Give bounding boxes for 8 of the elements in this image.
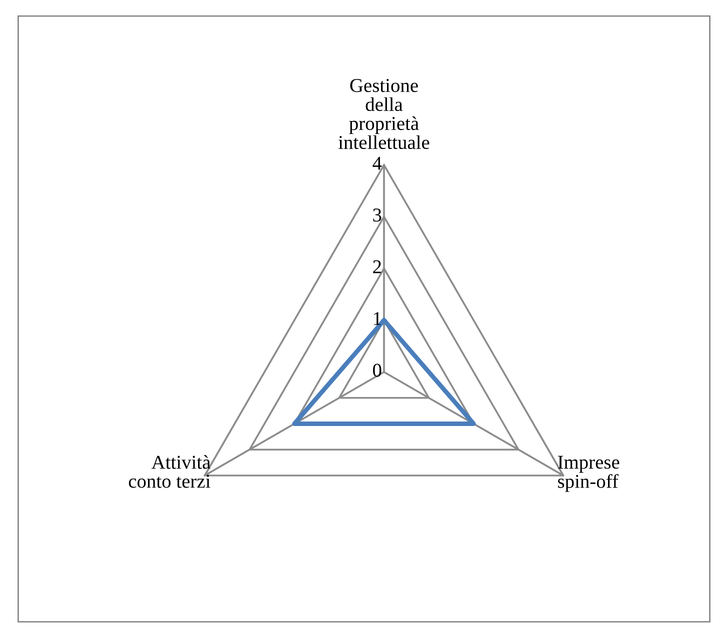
y-tick-label: 1 <box>374 312 381 325</box>
spoke-label: Imprese spin-off <box>558 456 620 492</box>
y-tick-label: 2 <box>373 260 381 274</box>
spoke-label: Attività conto terzi <box>128 455 210 488</box>
y-tick-label: 3 <box>373 208 382 222</box>
y-tick-label: 0 <box>373 364 382 377</box>
y-tick-label: 4 <box>372 156 382 170</box>
spoke-label: Gestione della proprietà intellettuale <box>338 79 430 150</box>
